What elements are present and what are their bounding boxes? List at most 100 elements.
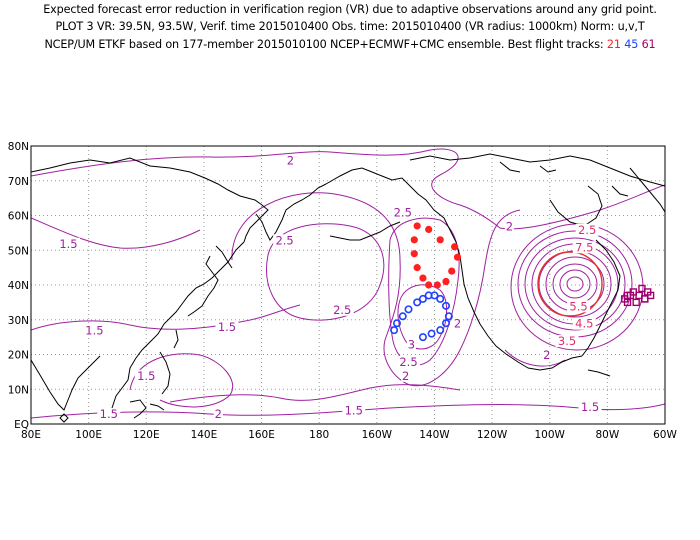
contour-label: 1.5 [581,400,599,414]
contour-label: 1.5 [85,324,103,338]
contour-label-bg [542,348,552,361]
contour-label: 1.5 [137,369,155,383]
track-21-point [425,281,433,289]
track-45-point [441,319,450,328]
track-45-point [390,326,399,335]
contour-label-bg [56,237,80,250]
x-tick-label: 80E [21,429,41,441]
contour-label-bg [504,220,514,233]
contour-label-bg [555,335,579,348]
x-tick-label: 160E [248,429,275,441]
contour-label: 5.5 [569,299,587,313]
track-45-point [413,298,422,307]
y-tick-label: 30N [8,315,29,327]
map-frame [30,145,666,425]
y-tick-label: 40N [8,280,29,292]
plot-title-line-3-text: NCEP/UM ETKF based on 177-member 2015010… [44,38,604,51]
track-21-point [448,267,456,275]
contour-label-bg [453,317,463,330]
contour-label-bg [572,241,596,254]
verification-region-circle [537,251,603,317]
y-tick-label: EQ [14,419,29,431]
track-61-point [626,291,635,300]
track-45-point [436,294,445,303]
x-tick-label: 120W [477,429,508,441]
contour-label: 2 [215,407,222,421]
contour-lines [31,148,665,419]
contour-label: 2.5 [394,206,412,220]
contour-label-bg [285,154,295,167]
contour-label-bg [406,338,416,351]
contour-label: 1.5 [59,237,77,251]
plot-title-line-3: NCEP/UM ETKF based on 177-member 2015010… [0,38,700,51]
track-45-label: 45 [624,38,639,51]
flight-track-61 [620,284,655,307]
contour-label: 2 [506,219,513,233]
x-tick-label: 140E [191,429,218,441]
contour-label: 2 [402,369,409,383]
track-45-point [430,291,439,300]
x-tick-label: 120E [133,429,160,441]
x-tick-label: 180 [309,429,329,441]
x-tick-label: 100E [75,429,102,441]
track-45-point [427,329,436,338]
contour-label-bg [572,317,596,330]
contour-label: 2 [287,153,294,167]
y-tick-label: 70N [8,176,29,188]
y-tick-label: 50N [8,245,29,257]
contour-label-bg [134,369,158,382]
contour-label-bg [330,303,354,316]
latitude-tick-labels: EQ 10N 20N 30N 40N 50N 60N 70N 80N [8,141,29,431]
track-61-point [632,298,640,307]
contour-label: 2.5 [578,223,596,237]
contour-label-bg [391,206,415,219]
x-tick-label: 100W [535,429,566,441]
plot-title-line-2: PLOT 3 VR: 39.5N, 93.5W, Verif. time 201… [55,20,645,33]
plot-title-line-1: Expected forecast error reduction in ver… [43,3,657,16]
x-tick-label: 80W [595,429,619,441]
y-tick-label: 10N [8,384,29,396]
track-45-point [392,319,401,328]
track-21-point [425,225,433,233]
track-45-point [398,312,407,321]
track-21-point [433,281,441,289]
track-21-point [419,274,427,282]
track-61-point [641,295,649,303]
contour-label: 3.5 [558,334,576,348]
coastlines [31,153,665,423]
contour-label-bg [215,321,239,334]
contour-label-bg [82,324,106,337]
contour-label: 2.5 [399,355,417,369]
flight-track-45 [390,291,453,342]
track-21-point [413,264,421,272]
contour-label-bg [97,408,121,421]
contour-label: 7.5 [575,240,593,254]
contour-label-bg [578,401,602,414]
graticule [31,146,665,424]
contour-label-bg [567,300,591,313]
x-tick-label: 160W [362,429,393,441]
track-45-point [441,301,450,310]
contour-label: 2 [454,317,461,331]
track-21-label: 21 [606,38,621,51]
contour-label: 4.5 [575,317,593,331]
contour-label: 2.5 [275,233,293,247]
contour-label-bg [401,369,411,382]
y-tick-label: 60N [8,211,29,223]
track-45-point [418,294,427,303]
x-tick-label: 60W [653,429,677,441]
track-21-point [410,236,418,244]
contour-label: 1.5 [100,407,118,421]
track-61-label: 61 [641,38,656,51]
contour-label: 3 [408,338,415,352]
track-45-point [436,326,445,335]
contour-label-bg [397,355,421,368]
track-45-point [418,333,427,342]
longitude-tick-labels: 80E 100E 120E 140E 160E 180 160W 140W 120W 100W 80… [21,429,677,441]
track-21-point [413,222,421,230]
contour-label-bg [213,408,223,421]
y-tick-label: 20N [8,350,29,362]
contour-label: 2 [543,348,550,362]
